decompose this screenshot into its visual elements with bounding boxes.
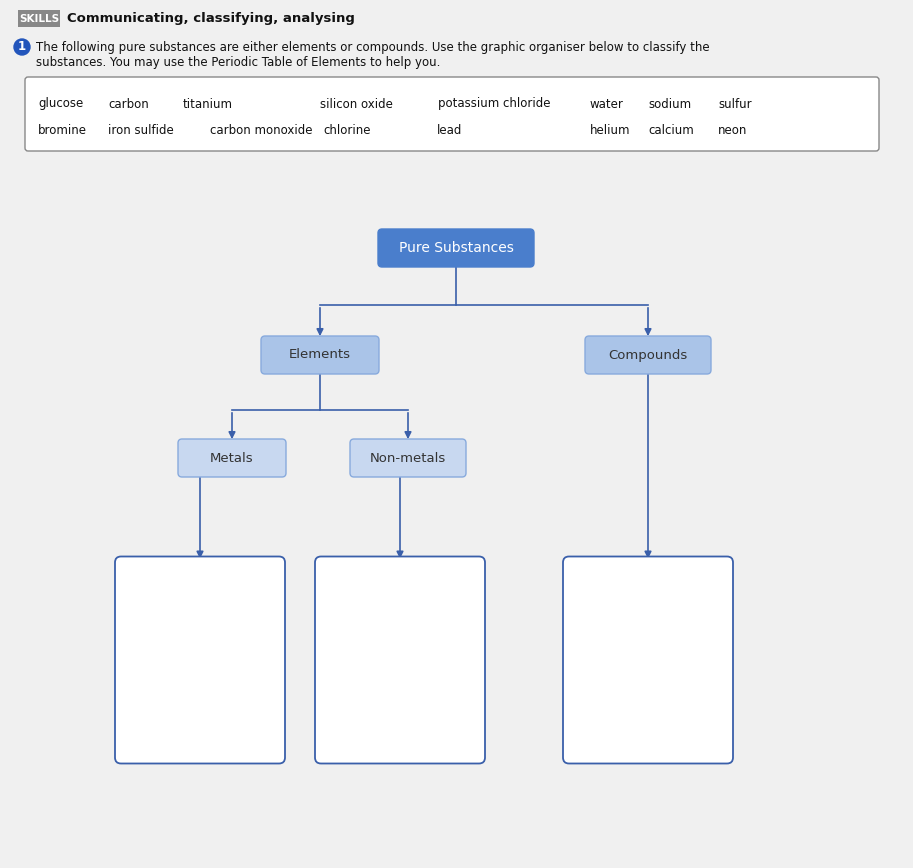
Text: sodium: sodium xyxy=(648,97,691,110)
FancyBboxPatch shape xyxy=(315,556,485,764)
Text: carbon: carbon xyxy=(108,97,149,110)
Circle shape xyxy=(14,39,30,55)
FancyBboxPatch shape xyxy=(261,336,379,374)
Text: The following pure substances are either elements or compounds. Use the graphic : The following pure substances are either… xyxy=(36,41,709,54)
Text: lead: lead xyxy=(437,123,462,136)
Text: helium: helium xyxy=(590,123,631,136)
Text: Metals: Metals xyxy=(210,451,254,464)
Text: 1: 1 xyxy=(18,41,26,54)
Text: iron sulfide: iron sulfide xyxy=(108,123,173,136)
Text: chlorine: chlorine xyxy=(323,123,371,136)
FancyBboxPatch shape xyxy=(350,439,466,477)
Text: SKILLS: SKILLS xyxy=(19,14,59,23)
Text: Non-metals: Non-metals xyxy=(370,451,446,464)
FancyBboxPatch shape xyxy=(18,10,60,27)
Text: carbon monoxide: carbon monoxide xyxy=(210,123,312,136)
Text: Communicating, classifying, analysing: Communicating, classifying, analysing xyxy=(67,12,355,25)
Text: water: water xyxy=(590,97,624,110)
Text: Pure Substances: Pure Substances xyxy=(399,241,513,255)
Text: Compounds: Compounds xyxy=(608,348,687,361)
Text: substances. You may use the Periodic Table of Elements to help you.: substances. You may use the Periodic Tab… xyxy=(36,56,440,69)
Text: bromine: bromine xyxy=(38,123,87,136)
Text: silicon oxide: silicon oxide xyxy=(320,97,393,110)
Text: calcium: calcium xyxy=(648,123,694,136)
FancyBboxPatch shape xyxy=(115,556,285,764)
FancyBboxPatch shape xyxy=(585,336,711,374)
Text: titanium: titanium xyxy=(183,97,233,110)
FancyBboxPatch shape xyxy=(563,556,733,764)
Text: sulfur: sulfur xyxy=(718,97,751,110)
Text: neon: neon xyxy=(718,123,748,136)
Text: glucose: glucose xyxy=(38,97,83,110)
FancyBboxPatch shape xyxy=(25,77,879,151)
FancyBboxPatch shape xyxy=(178,439,286,477)
Text: potassium chloride: potassium chloride xyxy=(438,97,551,110)
FancyBboxPatch shape xyxy=(378,229,534,267)
Text: Elements: Elements xyxy=(289,348,351,361)
